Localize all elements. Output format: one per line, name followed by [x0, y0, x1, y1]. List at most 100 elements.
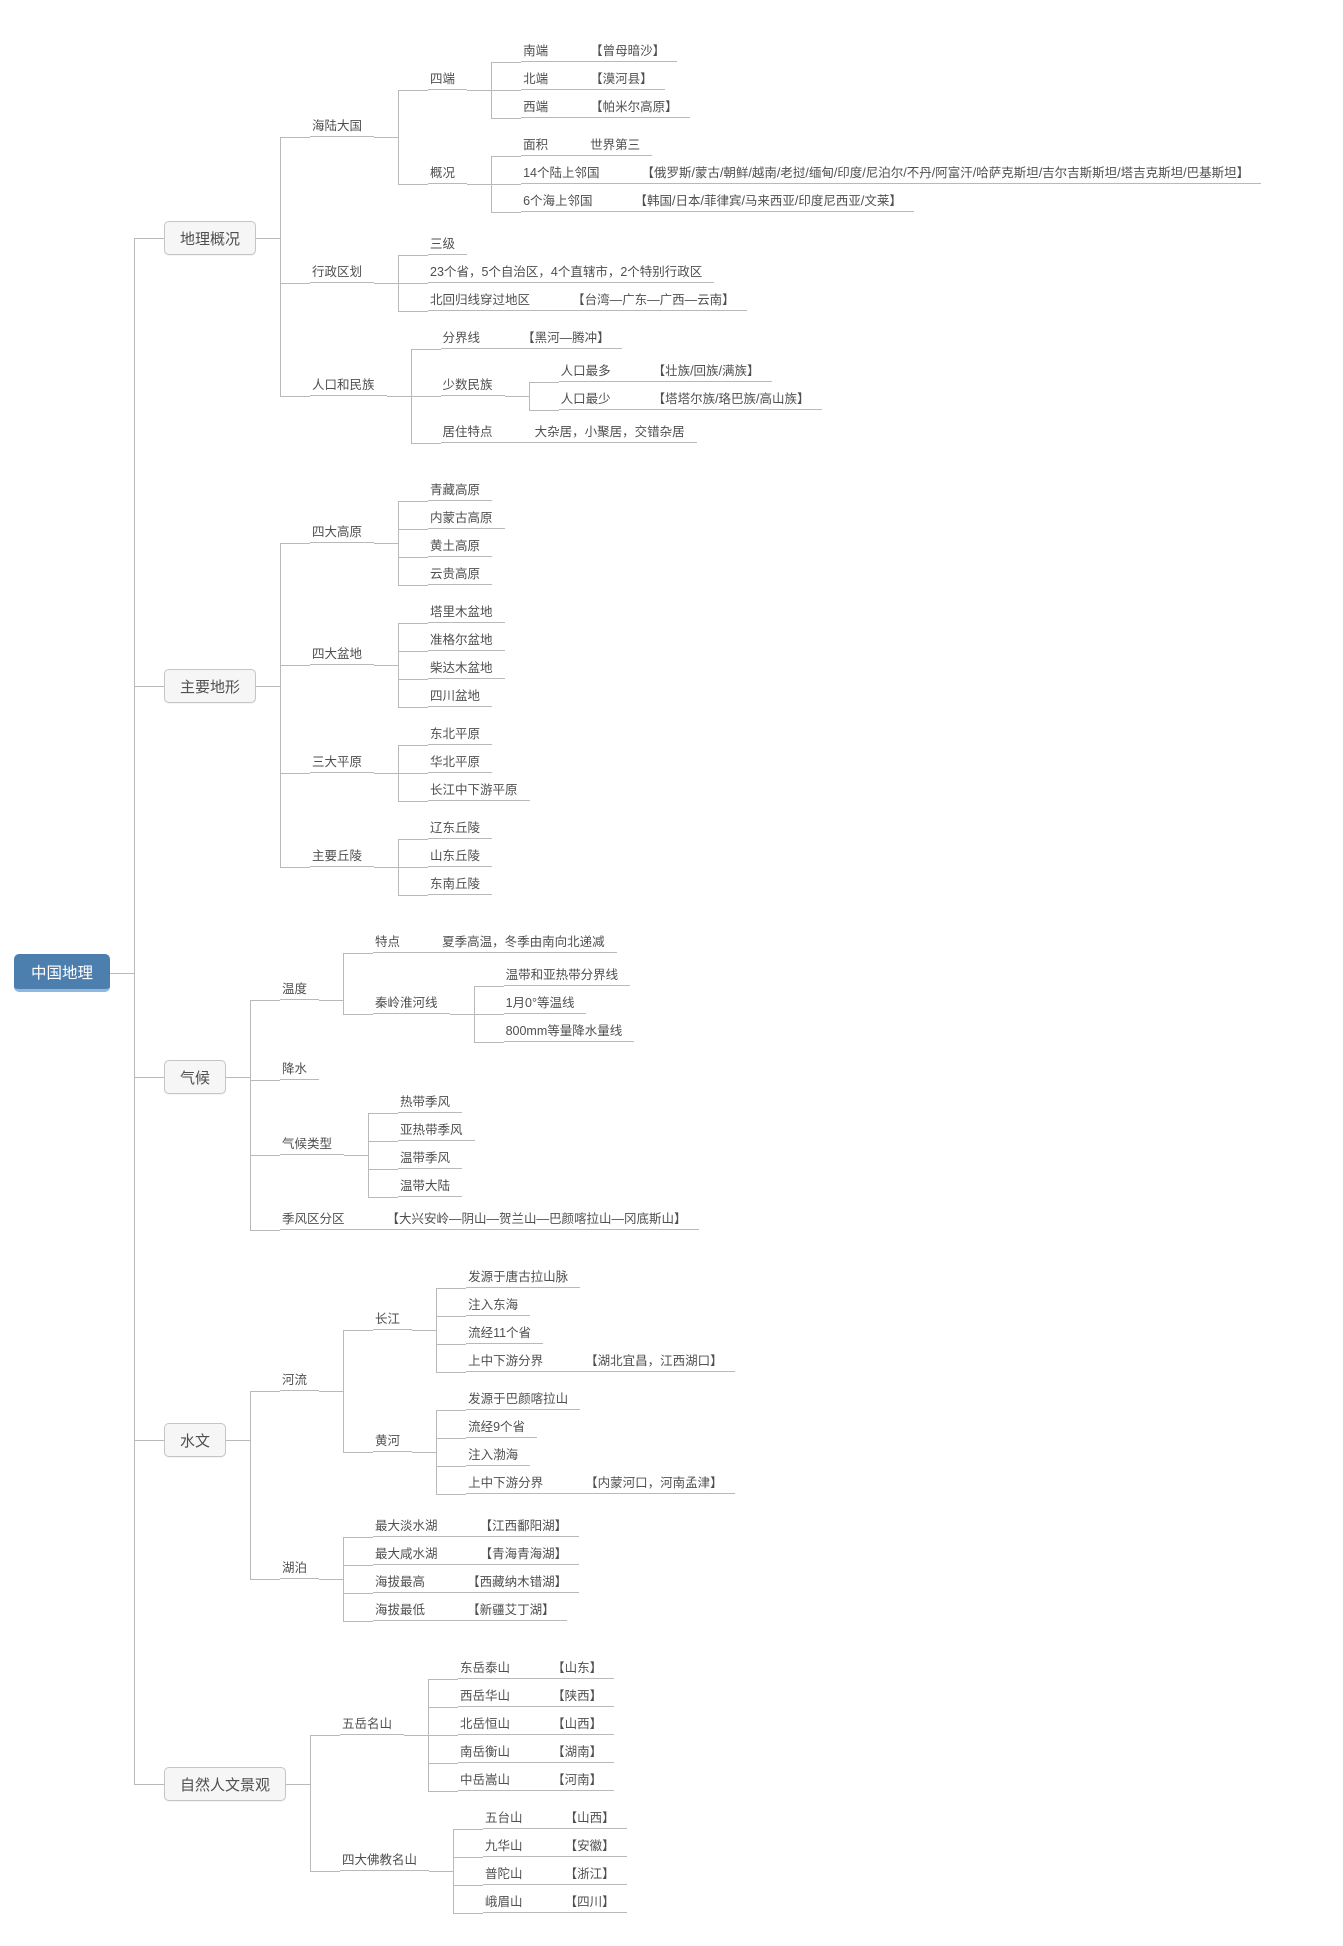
mindmap-topic-node: 内蒙古高原 [398, 503, 505, 531]
topic-label[interactable]: 黄土高原 [428, 533, 493, 557]
topic-label[interactable]: 南端 【曾母暗沙】 [521, 38, 678, 62]
topic-label[interactable]: 人口最多 【壮族/回族/满族】 [558, 358, 772, 382]
topic-label[interactable]: 河流 [280, 1367, 320, 1391]
topic-label[interactable]: 主要地形 [164, 669, 257, 703]
topic-label[interactable]: 五台山 【山西】 [483, 1805, 627, 1829]
topic-label[interactable]: 普陀山 【浙江】 [483, 1861, 627, 1885]
children-group: 热带季风亚热带季风温带季风温带大陆 [368, 1087, 475, 1199]
topic-label[interactable]: 海陆大国 [310, 113, 375, 137]
topic-label[interactable]: 南岳衡山 【湖南】 [458, 1739, 615, 1763]
topic-label[interactable]: 辽东丘陵 [428, 815, 493, 839]
topic-label[interactable]: 四大高原 [310, 519, 375, 543]
mindmap-topic-node: 人口和民族 分界线 【黑河—腾冲】 少数民族 人口最多 【壮族/回族/满族】人口最少 【塔塔… [280, 318, 1261, 450]
topic-label[interactable]: 气候 [164, 1060, 227, 1094]
topic-label[interactable]: 塔里木盆地 [428, 599, 505, 623]
topic-label[interactable]: 四端 [428, 66, 468, 90]
topic-label[interactable]: 人口和民族 [310, 372, 387, 396]
topic-label[interactable]: 中岳嵩山 【河南】 [458, 1767, 615, 1791]
topic-label[interactable]: 温度 [280, 976, 320, 1000]
topic-label[interactable]: 长江中下游平原 [428, 777, 530, 801]
topic-label[interactable]: 面积 世界第三 [521, 132, 653, 156]
topic-label[interactable]: 流经11个省 [466, 1320, 544, 1344]
topic-label[interactable]: 四大佛教名山 [340, 1847, 430, 1871]
topic-label[interactable]: 四川盆地 [428, 683, 493, 707]
topic-label[interactable]: 最大淡水湖 【江西鄱阳湖】 [373, 1513, 580, 1537]
topic-label[interactable]: 北回归线穿过地区 【台湾—广东—广西—云南】 [428, 287, 747, 311]
topic-text: 塔里木盆地 [430, 605, 493, 619]
topic-label[interactable]: 三大平原 [310, 749, 375, 773]
topic-label[interactable]: 季风区分区 【大兴安岭—阴山—贺兰山—巴颜喀拉山—冈底斯山】 [280, 1206, 699, 1230]
topic-label[interactable]: 居住特点 大杂居，小聚居，交错杂居 [440, 419, 697, 443]
topic-label[interactable]: 柴达木盆地 [428, 655, 505, 679]
topic-label[interactable]: 峨眉山 【四川】 [483, 1889, 627, 1913]
children-group: 南端 【曾母暗沙】 北端 【漠河县】西端 【帕米尔高原】 [491, 36, 690, 120]
topic-label[interactable]: 概况 [428, 160, 468, 184]
topic-text: 热带季风 [400, 1095, 451, 1109]
topic-label[interactable]: 四大盆地 [310, 641, 375, 665]
topic-label[interactable]: 温带季风 [398, 1145, 463, 1169]
topic-label[interactable]: 人口最少 【塔塔尔族/珞巴族/高山族】 [558, 386, 822, 410]
topic-label[interactable]: 发源于唐古拉山脉 [466, 1264, 581, 1288]
topic-label[interactable]: 北端 【漠河县】 [521, 66, 665, 90]
topic-label[interactable]: 上中下游分界 【内蒙河口，河南孟津】 [466, 1470, 735, 1494]
topic-label[interactable]: 东北平原 [428, 721, 493, 745]
topic-label[interactable]: 热带季风 [398, 1089, 463, 1113]
topic-label[interactable]: 东岳泰山 【山东】 [458, 1655, 615, 1679]
topic-text: 气候 [180, 1069, 211, 1087]
topic-label[interactable]: 海拔最高 【西藏纳木错湖】 [373, 1569, 580, 1593]
topic-label[interactable]: 分界线 【黑河—腾冲】 [440, 325, 622, 349]
topic-label[interactable]: 长江 [373, 1306, 413, 1330]
topic-label[interactable]: 地理概况 [164, 221, 257, 255]
topic-label[interactable]: 三级 [428, 231, 468, 255]
topic-label[interactable]: 水文 [164, 1423, 227, 1457]
topic-label[interactable]: 发源于巴颜喀拉山 [466, 1386, 581, 1410]
mindmap-branch-node: 主要地形 四大高原 青藏高原内蒙古高原黄土高原云贵高原四大盆地 塔里木盆地准格尔盆地柴… [134, 460, 1261, 912]
topic-label[interactable]: 1月0°等温线 [503, 990, 587, 1014]
topic-label[interactable]: 注入东海 [466, 1292, 531, 1316]
topic-label[interactable]: 主要丘陵 [310, 843, 375, 867]
topic-label[interactable]: 东南丘陵 [428, 871, 493, 895]
topic-label[interactable]: 九华山 【安徽】 [483, 1833, 627, 1857]
topic-label[interactable]: 五岳名山 [340, 1711, 405, 1735]
topic-label[interactable]: 内蒙古高原 [428, 505, 505, 529]
topic-label[interactable]: 注入渤海 [466, 1442, 531, 1466]
topic-label[interactable]: 海拔最低 【新疆艾丁湖】 [373, 1597, 567, 1621]
topic-label[interactable]: 上中下游分界 【湖北宜昌，江西湖口】 [466, 1348, 735, 1372]
connector-line [467, 89, 492, 91]
topic-note: 【河南】 [552, 1773, 603, 1787]
topic-text: 特点 [375, 935, 401, 949]
topic-label[interactable]: 最大咸水湖 【青海青海湖】 [373, 1541, 580, 1565]
topic-label[interactable]: 黄河 [373, 1428, 413, 1452]
mindmap-topic-node: 特点 夏季高温，冬季由南向北递减 [343, 927, 634, 955]
topic-label[interactable]: 青藏高原 [428, 477, 493, 501]
topic-text: 流经9个省 [468, 1420, 526, 1434]
topic-label[interactable]: 气候类型 [280, 1131, 345, 1155]
topic-label[interactable]: 行政区划 [310, 259, 375, 283]
topic-label[interactable]: 流经9个省 [466, 1414, 538, 1438]
topic-label[interactable]: 亚热带季风 [398, 1117, 475, 1141]
topic-label[interactable]: 秦岭淮河线 [373, 990, 450, 1014]
topic-label[interactable]: 准格尔盆地 [428, 627, 505, 651]
topic-label[interactable]: 湖泊 [280, 1555, 320, 1579]
children-group: 发源于唐古拉山脉 注入东海流经11个省上中下游分界 【湖北宜昌，江西湖口】 [436, 1262, 735, 1374]
topic-label[interactable]: 800mm等量降水量线 [503, 1018, 635, 1042]
topic-label[interactable]: 14个陆上邻国 【俄罗斯/蒙古/朝鲜/越南/老挝/缅甸/印度/尼泊尔/不丹/阿富汗… [521, 160, 1262, 184]
topic-label[interactable]: 云贵高原 [428, 561, 493, 585]
topic-label[interactable]: 西端 【帕米尔高原】 [521, 94, 690, 118]
topic-label[interactable]: 特点 夏季高温，冬季由南向北递减 [373, 929, 617, 953]
children-group: 面积 世界第三 14个陆上邻国 【俄罗斯/蒙古/朝鲜/越南/老挝/缅甸/印度/尼泊尔/… [491, 130, 1262, 214]
topic-label[interactable]: 华北平原 [428, 749, 493, 773]
topic-label[interactable]: 自然人文景观 [164, 1767, 287, 1801]
connector-line [386, 395, 411, 397]
topic-label[interactable]: 中国地理 [14, 954, 111, 992]
topic-label[interactable]: 山东丘陵 [428, 843, 493, 867]
topic-label[interactable]: 降水 [280, 1056, 320, 1080]
topic-label[interactable]: 少数民族 [440, 372, 505, 396]
topic-label[interactable]: 北岳恒山 【山西】 [458, 1711, 615, 1735]
mindmap-topic-node: 温带和亚热带分界线 [473, 960, 635, 988]
topic-label[interactable]: 6个海上邻国 【韩国/日本/菲律宾/马来西亚/印度尼西亚/文莱】 [521, 188, 914, 212]
topic-label[interactable]: 23个省，5个自治区，4个直辖市，2个特别行政区 [428, 259, 715, 283]
topic-label[interactable]: 温带和亚热带分界线 [503, 962, 631, 986]
topic-label[interactable]: 温带大陆 [398, 1173, 463, 1197]
topic-label[interactable]: 西岳华山 【陕西】 [458, 1683, 615, 1707]
